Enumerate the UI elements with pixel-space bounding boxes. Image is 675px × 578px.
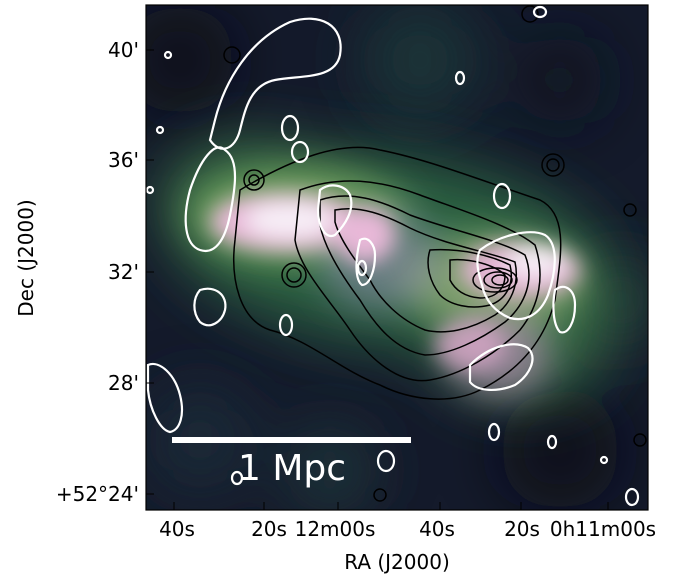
radio-source bbox=[599, 455, 609, 465]
radio-source bbox=[532, 5, 548, 19]
x-axis-title: RA (J2000) bbox=[344, 550, 450, 574]
radio-source bbox=[146, 185, 155, 195]
radio-source bbox=[376, 449, 396, 473]
xray-contour-core bbox=[491, 274, 509, 286]
radio-relic-east bbox=[476, 231, 556, 321]
radio-relic-west bbox=[184, 146, 237, 253]
xray-point-source bbox=[223, 46, 241, 64]
xray-contour bbox=[294, 180, 541, 382]
radio-patch bbox=[316, 184, 353, 238]
y-tick-label: 36' bbox=[108, 148, 139, 172]
y-tick-label: 28' bbox=[108, 371, 139, 395]
scale-bar-label: 1 Mpc bbox=[238, 448, 346, 489]
radio-source bbox=[290, 140, 310, 164]
radio-source bbox=[163, 50, 173, 60]
xray-point-source bbox=[286, 267, 302, 283]
xray-contour-core bbox=[483, 271, 513, 289]
radio-source bbox=[454, 70, 466, 86]
x-tick-label: 0h11m00s bbox=[550, 517, 656, 541]
xray-point-source bbox=[541, 153, 565, 177]
radio-relic-north bbox=[208, 17, 342, 150]
radio-patch bbox=[552, 285, 577, 334]
radio-patch bbox=[355, 237, 377, 287]
radio-patch bbox=[146, 362, 184, 434]
y-tick-label: 40' bbox=[108, 38, 139, 62]
xray-point-source bbox=[373, 488, 387, 502]
radio-source bbox=[280, 114, 300, 142]
radio-source bbox=[356, 259, 368, 277]
radio-source bbox=[546, 434, 558, 450]
xray-contour-core bbox=[472, 267, 518, 293]
radio-patch bbox=[193, 287, 227, 327]
diffuse-emission-core bbox=[210, 192, 580, 370]
y-tick-label: 32' bbox=[108, 260, 139, 284]
x-tick-labels: 40s 20s 12m00s 40s 20s 0h11m00s bbox=[159, 517, 656, 541]
y-tick-label: +52°24' bbox=[56, 482, 139, 506]
xray-point-source bbox=[521, 5, 539, 23]
radio-source bbox=[624, 487, 640, 507]
x-tick-label: 20s bbox=[504, 517, 540, 541]
radio-patch bbox=[468, 343, 534, 391]
xray-point-source bbox=[633, 433, 647, 447]
xray-point-source bbox=[243, 169, 265, 191]
xray-contour bbox=[427, 248, 512, 308]
image-panel bbox=[146, 5, 648, 510]
xray-point-source bbox=[623, 203, 637, 217]
xray-point-source bbox=[281, 262, 307, 288]
y-tick-labels: 40' 36' 32' 28' +52°24' bbox=[56, 38, 139, 506]
tick-marks bbox=[146, 49, 609, 510]
xray-point-source bbox=[248, 174, 260, 186]
radio-contours bbox=[146, 5, 640, 507]
plot-frame bbox=[145, 4, 649, 511]
xray-contour bbox=[319, 195, 530, 356]
radio-source bbox=[278, 313, 294, 337]
xray-point-source bbox=[546, 158, 560, 172]
xray-contour bbox=[449, 258, 506, 299]
x-tick-label: 40s bbox=[419, 517, 455, 541]
x-tick-label: 12m00s bbox=[295, 517, 376, 541]
radio-source bbox=[230, 470, 244, 486]
y-axis-title: Dec (J2000) bbox=[14, 199, 38, 316]
x-tick-label: 40s bbox=[159, 517, 195, 541]
radio-source bbox=[487, 422, 501, 442]
x-tick-label: 20s bbox=[251, 517, 287, 541]
scale-bar: 1 Mpc bbox=[172, 437, 411, 489]
radio-source bbox=[492, 182, 512, 210]
radio-source bbox=[155, 125, 165, 135]
